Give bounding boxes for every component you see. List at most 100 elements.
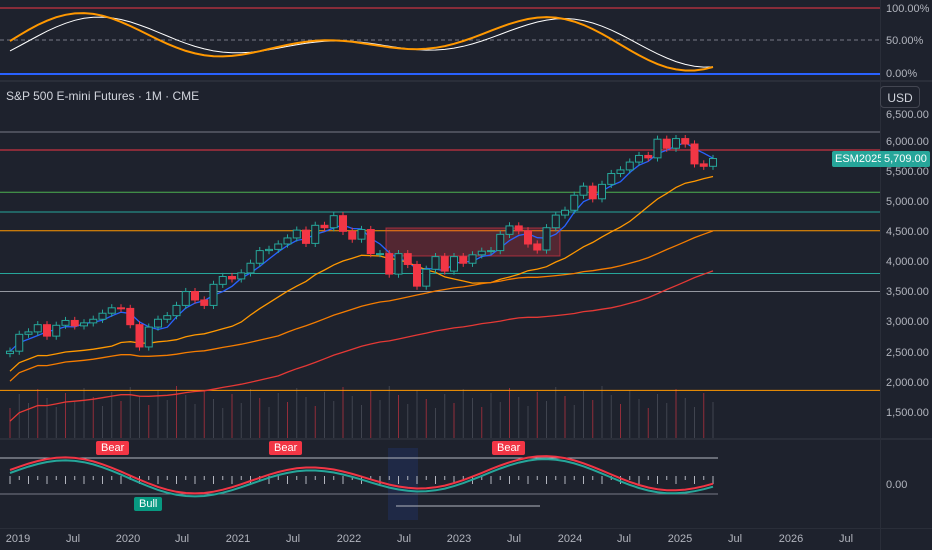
price-axis-label: 4,500.00 bbox=[886, 226, 929, 238]
time-axis-label: 2025 bbox=[668, 533, 692, 545]
time-axis-label: 2023 bbox=[447, 533, 471, 545]
time-axis-label: Jul bbox=[66, 533, 80, 545]
price-axis-label: 4,000.00 bbox=[886, 256, 929, 268]
candle-up bbox=[265, 248, 273, 252]
horizontal-levels bbox=[0, 131, 880, 391]
candlesticks bbox=[6, 134, 717, 358]
candle-up bbox=[6, 350, 14, 355]
candle-up bbox=[625, 161, 634, 171]
candle-up bbox=[181, 291, 190, 306]
candle-down bbox=[588, 185, 597, 200]
candle-up bbox=[154, 318, 162, 328]
symbol-title[interactable]: S&P 500 E-mini Futures · 1M · CME bbox=[6, 89, 200, 103]
price-axis-label: 2,500.00 bbox=[886, 347, 929, 359]
candle-down bbox=[524, 230, 532, 245]
candle-down bbox=[126, 307, 135, 326]
candle-up bbox=[246, 262, 255, 274]
candle-up bbox=[209, 283, 218, 306]
candle-up bbox=[255, 250, 264, 264]
candle-up bbox=[672, 138, 680, 149]
candle-down bbox=[385, 253, 394, 275]
candle-down bbox=[302, 229, 310, 244]
candle-up bbox=[357, 229, 366, 240]
rsi-lines bbox=[9, 12, 714, 72]
candle-up bbox=[80, 322, 88, 327]
price-axis-divider bbox=[880, 0, 881, 550]
ma-long-line bbox=[9, 270, 714, 422]
candle-up bbox=[542, 227, 551, 251]
time-axis-label: Jul bbox=[507, 533, 521, 545]
price-axis-label: 3,500.00 bbox=[886, 286, 929, 298]
candle-up bbox=[376, 253, 384, 256]
time-axis-label: Jul bbox=[617, 533, 631, 545]
bear-signal: Bear bbox=[269, 441, 303, 455]
candle-up bbox=[311, 224, 320, 244]
candle-up bbox=[431, 256, 440, 270]
candle-up bbox=[292, 229, 301, 239]
bear-signal: Bear bbox=[96, 441, 130, 455]
candle-up bbox=[89, 318, 98, 324]
candle-up bbox=[394, 253, 403, 275]
bear-signal: Bear bbox=[492, 441, 526, 455]
time-axis[interactable]: 2019 Jul 2020 Jul 2021 Jul 2022 Jul 2023 Jul 2024 J… bbox=[6, 533, 853, 545]
candle-down bbox=[320, 224, 329, 229]
pane-divider bbox=[0, 438, 932, 440]
time-axis-label: Jul bbox=[286, 533, 300, 545]
candle-down bbox=[413, 263, 421, 287]
candle-up bbox=[24, 331, 33, 335]
candle-down bbox=[533, 243, 542, 251]
candle-up bbox=[144, 326, 153, 348]
candle-up bbox=[616, 169, 625, 175]
candle-down bbox=[191, 291, 199, 301]
candle-down bbox=[440, 256, 449, 272]
candle-up bbox=[505, 225, 514, 235]
price-axis-label: 5,000.00 bbox=[886, 196, 929, 208]
candle-up bbox=[487, 250, 495, 253]
candle-down bbox=[644, 154, 653, 159]
time-axis-label: 2022 bbox=[337, 533, 361, 545]
candle-up bbox=[274, 243, 283, 250]
candle-down bbox=[690, 143, 699, 165]
candle-up bbox=[496, 233, 505, 252]
candle-down bbox=[228, 276, 236, 280]
candle-up bbox=[635, 154, 643, 163]
bull-signal: Bull bbox=[134, 497, 163, 511]
candle-up bbox=[237, 272, 246, 280]
candle-up bbox=[52, 324, 61, 337]
candle-down bbox=[459, 256, 468, 264]
candle-up bbox=[561, 209, 569, 216]
candle-up bbox=[422, 268, 431, 287]
price-axis-label: 1,500.00 bbox=[886, 407, 929, 419]
candle-down bbox=[699, 163, 708, 167]
rsi-line bbox=[9, 12, 714, 72]
candle-up bbox=[709, 158, 717, 167]
candle-up bbox=[579, 185, 588, 196]
candle-down bbox=[117, 307, 125, 310]
time-axis-divider bbox=[0, 528, 932, 529]
osc-signal-line bbox=[9, 458, 714, 498]
rsi-pane bbox=[0, 0, 880, 80]
candle-up bbox=[607, 173, 616, 185]
candle-down bbox=[662, 138, 671, 149]
osc-highlight bbox=[388, 448, 418, 520]
osc-line bbox=[9, 455, 714, 495]
pane-divider bbox=[0, 80, 932, 82]
last-price-badge: 5,709.00 bbox=[881, 151, 930, 167]
time-axis-label: 2020 bbox=[116, 533, 140, 545]
currency-button[interactable]: USD bbox=[880, 86, 920, 108]
rsi-axis-label: 0.00% bbox=[886, 68, 917, 80]
time-axis-label: 2026 bbox=[779, 533, 803, 545]
candle-down bbox=[681, 138, 690, 145]
candle-down bbox=[403, 253, 412, 265]
price-axis-label: 3,000.00 bbox=[886, 316, 929, 328]
candle-up bbox=[283, 237, 292, 245]
candle-up bbox=[15, 333, 24, 352]
price-axis-label: 6,000.00 bbox=[886, 136, 929, 148]
time-axis-label: Jul bbox=[839, 533, 853, 545]
candle-down bbox=[339, 215, 347, 232]
candle-up bbox=[329, 215, 338, 229]
price-axis-label: 6,500.00 bbox=[886, 109, 929, 121]
candle-down bbox=[70, 319, 79, 327]
ma-mid-line bbox=[9, 175, 714, 372]
